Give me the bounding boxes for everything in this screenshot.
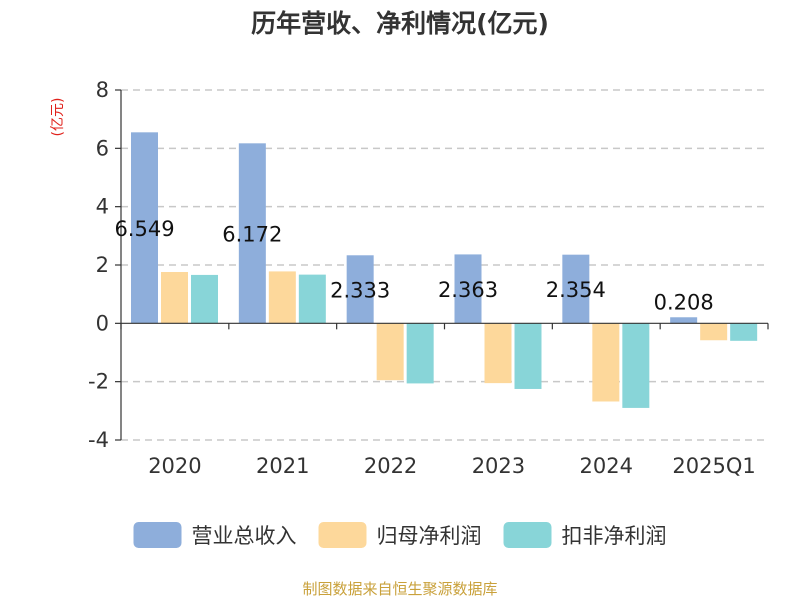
data-label: 2.354 — [546, 278, 606, 302]
bar[interactable] — [454, 254, 482, 324]
bar[interactable] — [131, 132, 158, 324]
bar[interactable] — [622, 323, 650, 408]
bars — [131, 132, 758, 408]
gridlines — [121, 89, 768, 441]
y-axis-label: (亿元) — [50, 98, 66, 137]
bar[interactable] — [700, 323, 728, 341]
y-tick-label: 0 — [96, 311, 109, 335]
data-labels: 6.549 6.172 2.333 2.363 2.354 0.208 — [114, 217, 713, 315]
data-label: 2.363 — [438, 278, 498, 302]
legend-item[interactable]: 归母净利润 — [318, 522, 482, 548]
data-label: 6.549 — [114, 217, 174, 241]
y-tick-label: 2 — [96, 253, 109, 277]
y-tick-label: 6 — [96, 136, 109, 160]
bar[interactable] — [514, 323, 542, 389]
legend[interactable]: 营业总收入 归母净利润 扣非净利润 — [133, 522, 667, 548]
legend-label: 营业总收入 — [192, 524, 297, 548]
bar[interactable] — [346, 255, 374, 324]
legend-item[interactable]: 营业总收入 — [133, 522, 297, 548]
data-source-note: 制图数据来自恒生聚源数据库 — [302, 580, 497, 598]
y-tick-label: -4 — [88, 428, 109, 452]
legend-label: 归母净利润 — [377, 524, 482, 548]
legend-label: 扣非净利润 — [562, 524, 667, 548]
chart-title: 历年营收、净利情况(亿元) — [251, 9, 549, 38]
bar[interactable] — [406, 323, 434, 384]
bar[interactable] — [730, 323, 758, 341]
legend-swatch — [318, 522, 367, 548]
x-tick-label: 2022 — [364, 454, 417, 478]
x-tick-label: 2023 — [472, 454, 525, 478]
bar[interactable] — [191, 274, 218, 324]
legend-swatch — [503, 522, 552, 548]
y-tick-label: 8 — [96, 78, 109, 102]
bar[interactable] — [484, 323, 512, 384]
data-label: 6.172 — [222, 222, 282, 246]
bar[interactable] — [238, 143, 266, 324]
bar[interactable] — [376, 323, 404, 381]
x-tick-label: 2021 — [256, 454, 309, 478]
y-tick-label: -2 — [88, 370, 109, 394]
legend-swatch — [133, 522, 182, 548]
bar[interactable] — [670, 317, 698, 324]
x-tick-label: 2020 — [148, 454, 201, 478]
x-tick-label: 2024 — [580, 454, 633, 478]
x-tick-label: 2025Q1 — [672, 454, 755, 478]
bar[interactable] — [161, 272, 188, 324]
legend-item[interactable]: 扣非净利润 — [503, 522, 667, 548]
bar[interactable] — [562, 254, 590, 324]
data-label: 2.333 — [330, 278, 390, 302]
bar[interactable] — [268, 271, 296, 324]
bar[interactable] — [298, 274, 326, 324]
data-label: 0.208 — [654, 290, 714, 314]
bar[interactable] — [592, 323, 620, 402]
y-tick-label: 4 — [96, 195, 109, 219]
axes: -4 -2 0 2 4 6 8 2020 2021 2022 2023 2024 2025Q1 — [88, 78, 769, 478]
